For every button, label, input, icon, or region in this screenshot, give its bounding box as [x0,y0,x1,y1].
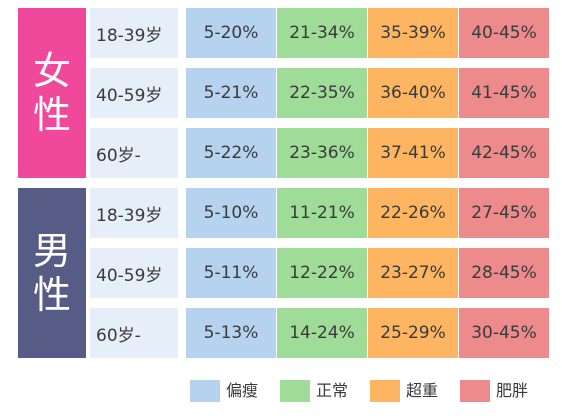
obese-cell: 27-45% [459,188,549,238]
normal-cell: 21-34% [277,8,367,58]
overweight-cell: 37-41% [368,128,458,178]
gender-char: 女 [32,49,71,93]
legend-label: 正常 [316,381,349,400]
gender-char: 男 [32,229,71,273]
overweight-cell: 35-39% [368,8,458,58]
normal-cell: 12-22% [277,248,367,298]
obese-cell: 41-45% [459,68,549,118]
overweight-cell: 36-40% [368,68,458,118]
age-cell: 40-59岁 [90,68,178,118]
gender-char: 性 [32,93,71,137]
age-cell: 60岁- [90,128,178,178]
gender-label-male: 男 性 [18,188,86,358]
normal-cell: 14-24% [277,308,367,358]
age-cell: 60岁- [90,308,178,358]
underweight-cell: 5-11% [186,248,276,298]
age-cell: 40-59岁 [90,248,178,298]
age-cell: 18-39岁 [90,188,178,238]
overweight-cell: 22-26% [368,188,458,238]
gender-char: 性 [32,273,71,317]
legend-swatch-overweight [370,380,400,402]
underweight-cell: 5-20% [186,8,276,58]
underweight-cell: 5-21% [186,68,276,118]
obese-cell: 28-45% [459,248,549,298]
obese-cell: 40-45% [459,8,549,58]
gender-label-female: 女 性 [18,8,86,178]
underweight-cell: 5-10% [186,188,276,238]
overweight-cell: 25-29% [368,308,458,358]
underweight-cell: 5-22% [186,128,276,178]
normal-cell: 11-21% [277,188,367,238]
overweight-cell: 23-27% [368,248,458,298]
legend-label: 肥胖 [496,381,529,400]
underweight-cell: 5-13% [186,308,276,358]
normal-cell: 23-36% [277,128,367,178]
legend-swatch-underweight [190,380,220,402]
obese-cell: 42-45% [459,128,549,178]
legend: 偏瘦 正常 超重 肥胖 [0,380,562,402]
age-cell: 18-39岁 [90,8,178,58]
obese-cell: 30-45% [459,308,549,358]
legend-label: 超重 [406,381,439,400]
legend-swatch-normal [280,380,310,402]
legend-label: 偏瘦 [226,381,259,400]
legend-swatch-obese [460,380,490,402]
normal-cell: 22-35% [277,68,367,118]
